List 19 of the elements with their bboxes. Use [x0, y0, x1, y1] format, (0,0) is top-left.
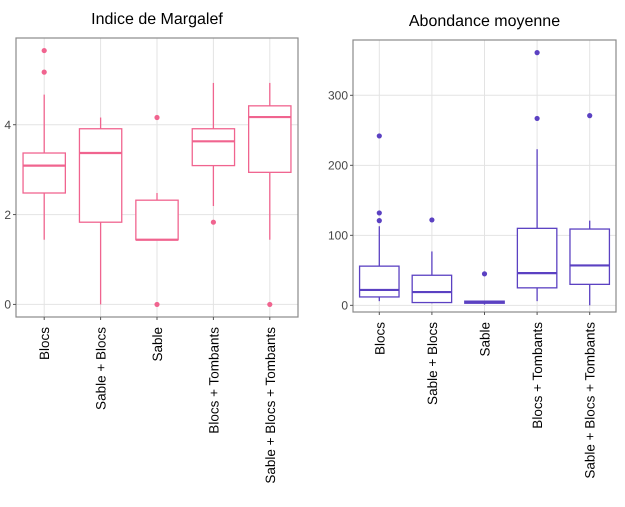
x-tick-label: Sable + Blocs: [94, 326, 109, 410]
x-tick-label: Blocs: [372, 322, 388, 356]
x-tick-label: Blocs + Tombants: [530, 322, 546, 429]
y-tick-label: 0: [4, 298, 12, 312]
x-tick-label: Blocs + Tombants: [206, 326, 222, 434]
y-tick-label: 300: [328, 88, 348, 103]
y-tick-label: 0: [341, 298, 348, 313]
x-tick-label: Sable + Blocs + Tombants: [262, 326, 278, 484]
x-tick-label: Sable: [150, 327, 165, 362]
chart-title: Abondance moyenne: [408, 13, 560, 30]
y-tick-label: 4: [4, 118, 12, 132]
chart-title: Indice de Margalef: [91, 11, 224, 28]
x-tick-label: Blocs: [37, 326, 52, 360]
x-tick-label: Sable: [478, 322, 492, 357]
x-tick-label: Sable + Blocs: [424, 322, 440, 405]
y-tick-label: 100: [328, 228, 348, 243]
y-tick-label: 200: [328, 158, 348, 173]
x-tick-label: Sable + Blocs + Tombants: [582, 322, 598, 479]
y-tick-label: 2: [4, 208, 12, 222]
